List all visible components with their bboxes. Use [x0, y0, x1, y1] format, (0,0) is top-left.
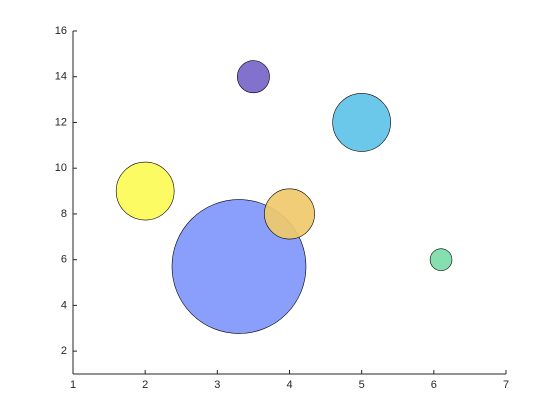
y-tick-label: 4 [61, 299, 67, 311]
y-tick-label: 2 [61, 345, 67, 357]
bubble [429, 248, 453, 271]
bubble [171, 199, 307, 334]
y-tick-label: 10 [55, 162, 67, 174]
x-tick-label: 4 [286, 379, 292, 391]
bubble [115, 161, 175, 221]
x-tick-label: 2 [142, 379, 148, 391]
x-tick-label: 6 [431, 379, 437, 391]
y-tick-label: 12 [55, 116, 67, 128]
x-tick-label: 5 [359, 379, 365, 391]
bubble [264, 188, 315, 240]
y-tick-label: 16 [55, 25, 67, 37]
x-tick-label: 7 [503, 379, 509, 391]
bubble [236, 60, 270, 94]
x-tick-label: 3 [214, 379, 220, 391]
bubble [332, 93, 391, 152]
x-tick-label: 1 [70, 379, 76, 391]
y-tick-label: 14 [55, 71, 67, 83]
y-tick-label: 8 [61, 208, 67, 220]
y-tick-label: 6 [61, 254, 67, 266]
